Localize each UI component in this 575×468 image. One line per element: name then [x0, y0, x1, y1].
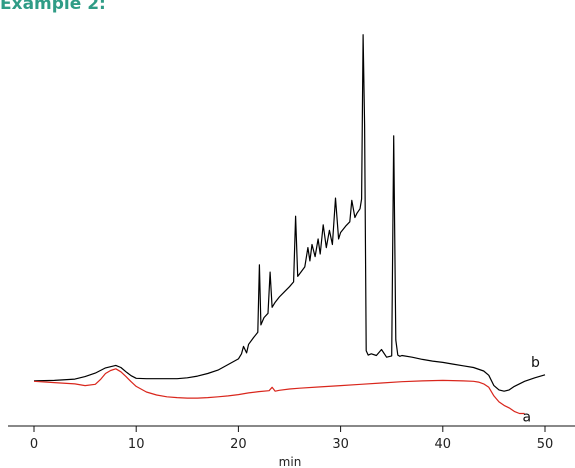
series-label-b: b	[531, 355, 540, 371]
x-tick-label: 20	[230, 437, 247, 452]
x-axis-label: min	[279, 455, 302, 468]
series-lines	[33, 34, 546, 415]
example-heading: Example 2:	[0, 0, 106, 14]
series-line-b	[33, 34, 546, 392]
x-tick-label: 40	[435, 437, 452, 452]
series-line-a	[33, 368, 525, 415]
x-tick-label: 50	[537, 437, 554, 452]
x-tick-label: 10	[128, 437, 145, 452]
series-labels: ba	[523, 355, 540, 426]
x-tick-label: 0	[30, 437, 38, 452]
x-axis-ticks: 0 10 20 30 40 50	[30, 426, 553, 452]
x-tick-label: 30	[332, 437, 349, 452]
series-label-a: a	[523, 410, 532, 426]
